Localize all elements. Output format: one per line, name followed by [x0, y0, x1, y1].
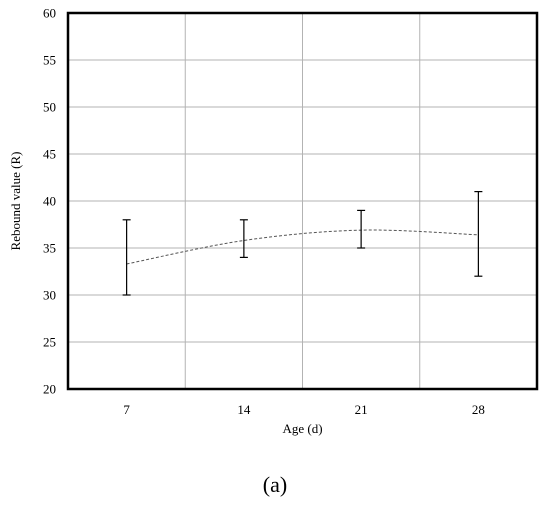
series-layer — [122, 191, 483, 296]
error-bar-21 — [357, 209, 366, 249]
x-tick-label-14: 14 — [237, 402, 251, 417]
y-tick-label-40: 40 — [43, 194, 56, 209]
series-line-0 — [126, 229, 479, 265]
error-bar-14 — [239, 219, 248, 258]
error-bar-7 — [122, 219, 131, 296]
y-tick-label-55: 55 — [43, 53, 56, 68]
y-tick-label-50: 50 — [43, 100, 56, 115]
x-tick-label-7: 7 — [123, 402, 130, 417]
x-tick-label-28: 28 — [472, 402, 485, 417]
y-tick-label-25: 25 — [43, 335, 56, 350]
y-tick-label-20: 20 — [43, 382, 56, 397]
y-tick-label-35: 35 — [43, 241, 56, 256]
y-tick-label-60: 60 — [43, 6, 56, 21]
y-tick-label-30: 30 — [43, 288, 56, 303]
x-tick-label-21: 21 — [355, 402, 368, 417]
x-axis-label: Age (d) — [282, 421, 322, 436]
x-tick-labels: 7 14 21 28 — [123, 402, 485, 417]
plot-frame — [66, 11, 539, 391]
y-tick-label-45: 45 — [43, 147, 56, 162]
y-axis-label: Rebound value (R) — [8, 152, 23, 251]
panel-label: (a) — [262, 472, 288, 497]
y-tick-labels: 20 25 30 35 40 45 50 55 60 — [43, 6, 56, 397]
rebound-value-chart: 20 25 30 35 40 45 50 55 60 7 14 21 28 Age (d) Rebou… — [8, 6, 539, 436]
error-bar-28 — [474, 191, 483, 277]
grid-lines — [68, 13, 537, 389]
